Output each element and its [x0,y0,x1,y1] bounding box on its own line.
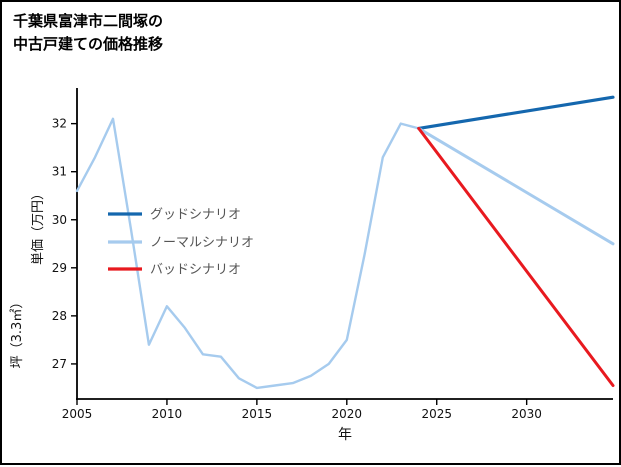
y-axis-label-line2: 単価（万円） [30,187,46,265]
y-tick-label: 28 [52,309,67,323]
y-tick-label: 31 [52,165,67,179]
x-tick-label: 2005 [62,407,93,421]
legend-label-good: グッドシナリオ [150,208,241,223]
chart-title: 千葉県富津市二間塚の 中古戸建ての価格推移 [13,10,163,57]
x-tick-label: 2020 [332,407,363,421]
legend-label-normal: ノーマルシナリオ [150,236,254,251]
series-line-bad-scenario [417,126,615,387]
chart-title-line1: 千葉県富津市二間塚の [13,12,164,30]
y-tick-label: 32 [52,117,67,131]
series-line-normal-scenario [417,126,615,246]
y-tick-label: 30 [52,213,67,227]
series-line-good-scenario [417,95,615,131]
x-tick-label: 2025 [421,407,452,421]
legend-label-bad: バッドシナリオ [150,263,241,278]
y-tick-label: 27 [52,357,67,371]
x-tick-label: 2015 [242,407,273,421]
series-line-history [75,117,420,390]
y-axis-label-line1: 坪（3.3㎡） [10,296,25,369]
y-tick-label: 29 [52,261,67,275]
x-axis-label: 年 [338,427,352,443]
x-tick-label: 2030 [511,407,542,421]
chart-title-line2: 中古戸建ての価格推移 [13,35,164,54]
x-tick-label: 2010 [152,407,183,421]
